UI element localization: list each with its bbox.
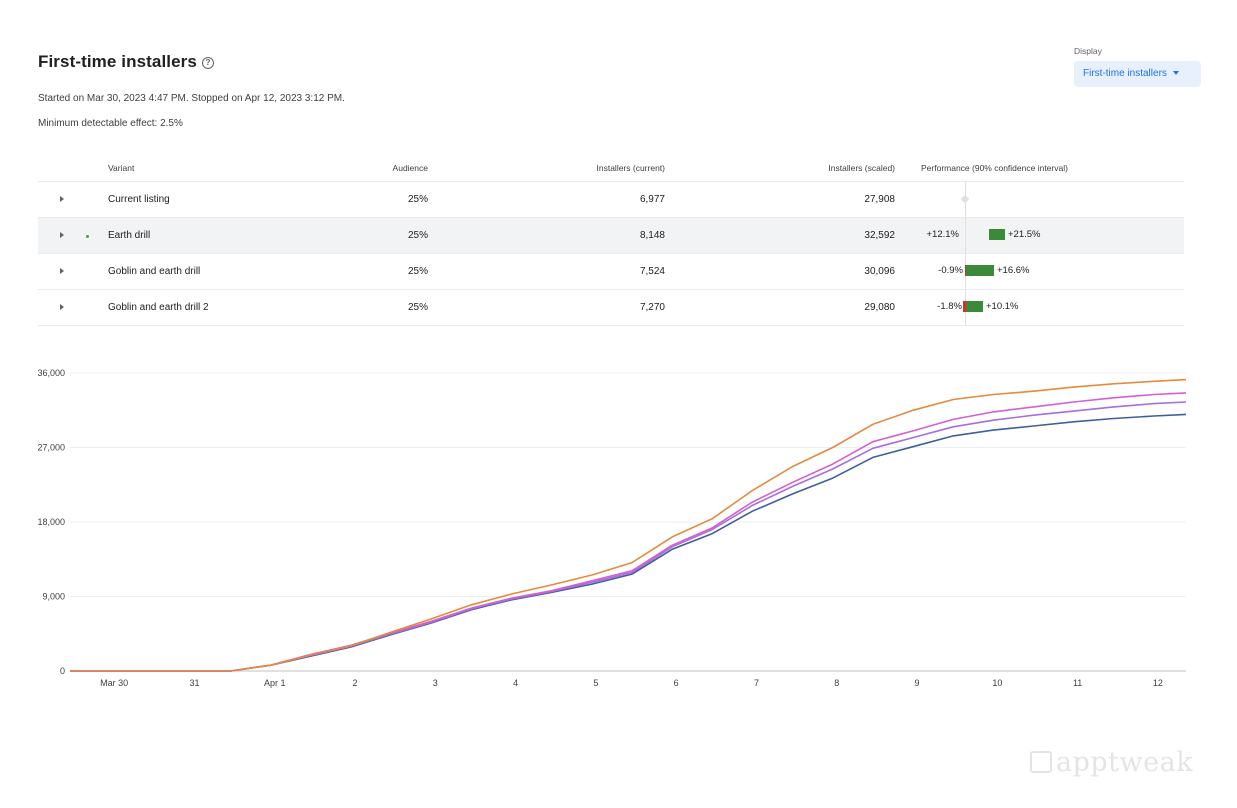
status-cell — [86, 181, 108, 218]
series-line — [70, 392, 1187, 672]
column-header-performance: Performance (90% confidence interval) — [895, 154, 1184, 182]
installers-current-value: 7,524 — [428, 253, 665, 290]
performance-cell — [895, 181, 1184, 218]
ci-bar — [966, 301, 983, 312]
installers-scaled-value: 30,096 — [665, 253, 895, 290]
x-tick-label: 8 — [834, 678, 839, 688]
help-icon[interactable]: ? — [201, 57, 214, 69]
status-cell — [86, 253, 108, 290]
table-row: Goblin and earth drill 25% 7,524 30,096 … — [38, 253, 1184, 290]
ci-bar — [989, 229, 1005, 240]
ci-bar — [966, 265, 994, 276]
y-tick-label: 0 — [60, 666, 65, 676]
column-header-audience: Audience — [288, 154, 428, 182]
status-cell — [86, 217, 108, 254]
x-tick-label: 9 — [915, 678, 920, 688]
series-line — [70, 413, 1187, 672]
expand-row-button[interactable] — [38, 289, 86, 326]
ci-high-label: +10.1% — [986, 301, 1019, 312]
chevron-right-icon — [60, 232, 64, 238]
series-line — [70, 378, 1187, 672]
page-title: First-time installers? — [38, 52, 214, 72]
performance-cell: -0.9% +16.6% — [895, 253, 1184, 290]
series-line — [70, 401, 1187, 672]
x-tick-label: 11 — [1073, 678, 1082, 688]
dropdown-arrow-icon — [1172, 71, 1179, 75]
ci-negative-bar — [965, 265, 966, 276]
x-tick-label: 4 — [513, 678, 518, 688]
x-tick-label: Apr 1 — [264, 678, 286, 688]
x-tick-label: 3 — [433, 678, 438, 688]
variant-name: Current listing — [108, 181, 288, 218]
ci-low-label: +12.1% — [926, 229, 960, 240]
status-cell — [86, 289, 108, 326]
column-header-variant: Variant — [108, 154, 288, 182]
ci-negative-bar — [963, 301, 966, 312]
column-header-installers-current: Installers (current) — [428, 154, 665, 182]
performance-cell: +12.1% +21.5% — [895, 217, 1184, 254]
ci-high-label: +16.6% — [997, 265, 1030, 276]
chevron-right-icon — [60, 304, 64, 310]
installers-scaled-value: 27,908 — [665, 181, 895, 218]
display-label: Display — [1074, 46, 1102, 56]
x-tick-label: 2 — [353, 678, 358, 688]
table-row: Current listing 25% 6,977 27,908 — [38, 181, 1184, 218]
expand-row-button[interactable] — [38, 253, 86, 290]
x-tick-label: 6 — [674, 678, 679, 688]
page-title-text: First-time installers — [38, 52, 197, 71]
variant-name: Goblin and earth drill — [108, 253, 288, 290]
ci-low-label: -1.8% — [937, 301, 962, 312]
watermark: apptweak — [1030, 747, 1193, 778]
x-tick-label: 5 — [593, 678, 598, 688]
audience-value: 25% — [288, 217, 428, 254]
table-row: Goblin and earth drill 2 25% 7,270 29,08… — [38, 289, 1184, 326]
experiment-dates: Started on Mar 30, 2023 4:47 PM. Stopped… — [38, 93, 345, 104]
zero-line — [965, 218, 966, 253]
y-tick-label: 18,000 — [37, 517, 65, 527]
installers-current-value: 7,270 — [428, 289, 665, 326]
watermark-text: apptweak — [1056, 747, 1194, 778]
display-dropdown-value: First-time installers — [1083, 68, 1167, 79]
audience-value: 25% — [288, 181, 428, 218]
performance-cell: -1.8% +10.1% — [895, 289, 1184, 326]
y-tick-label: 9,000 — [42, 592, 65, 602]
minimum-detectable-effect: Minimum detectable effect: 2.5% — [38, 118, 183, 129]
ci-low-label: -0.9% — [938, 265, 963, 276]
x-tick-label: 31 — [189, 678, 199, 688]
chevron-right-icon — [60, 268, 64, 274]
x-tick-label: Mar 30 — [100, 678, 128, 688]
ci-high-label: +21.5% — [1008, 229, 1041, 240]
audience-value: 25% — [288, 289, 428, 326]
display-dropdown[interactable]: First-time installers — [1074, 61, 1201, 87]
installers-line-chart: 0 9,000 18,000 27,000 36,000 Mar 30 31 Apr 1 2 3 4… — [37, 368, 1187, 688]
x-tick-label: 12 — [1153, 678, 1163, 688]
audience-value: 25% — [288, 253, 428, 290]
apptweak-logo-icon — [1030, 751, 1052, 773]
installers-scaled-value: 29,080 — [665, 289, 895, 326]
variants-table: Variant Audience Installers (current) In… — [38, 154, 1184, 326]
expand-row-button[interactable] — [38, 217, 86, 254]
x-tick-label: 7 — [754, 678, 759, 688]
expand-column-header — [38, 154, 86, 182]
installers-scaled-value: 32,592 — [665, 217, 895, 254]
installers-current-value: 6,977 — [428, 181, 665, 218]
table-header-row: Variant Audience Installers (current) In… — [38, 154, 1184, 182]
column-header-installers-scaled: Installers (scaled) — [665, 154, 895, 182]
y-tick-label: 36,000 — [37, 368, 65, 378]
installers-current-value: 8,148 — [428, 217, 665, 254]
expand-row-button[interactable] — [38, 181, 86, 218]
table-row: Earth drill 25% 8,148 32,592 +12.1% +21.… — [38, 217, 1184, 254]
variant-name: Earth drill — [108, 217, 288, 254]
chevron-right-icon — [60, 196, 64, 202]
y-tick-label: 27,000 — [37, 443, 65, 453]
x-tick-label: 10 — [992, 678, 1002, 688]
status-column-header — [86, 154, 108, 182]
winner-dot-icon — [86, 235, 89, 238]
variant-name: Goblin and earth drill 2 — [108, 289, 288, 326]
baseline-marker — [960, 194, 970, 204]
